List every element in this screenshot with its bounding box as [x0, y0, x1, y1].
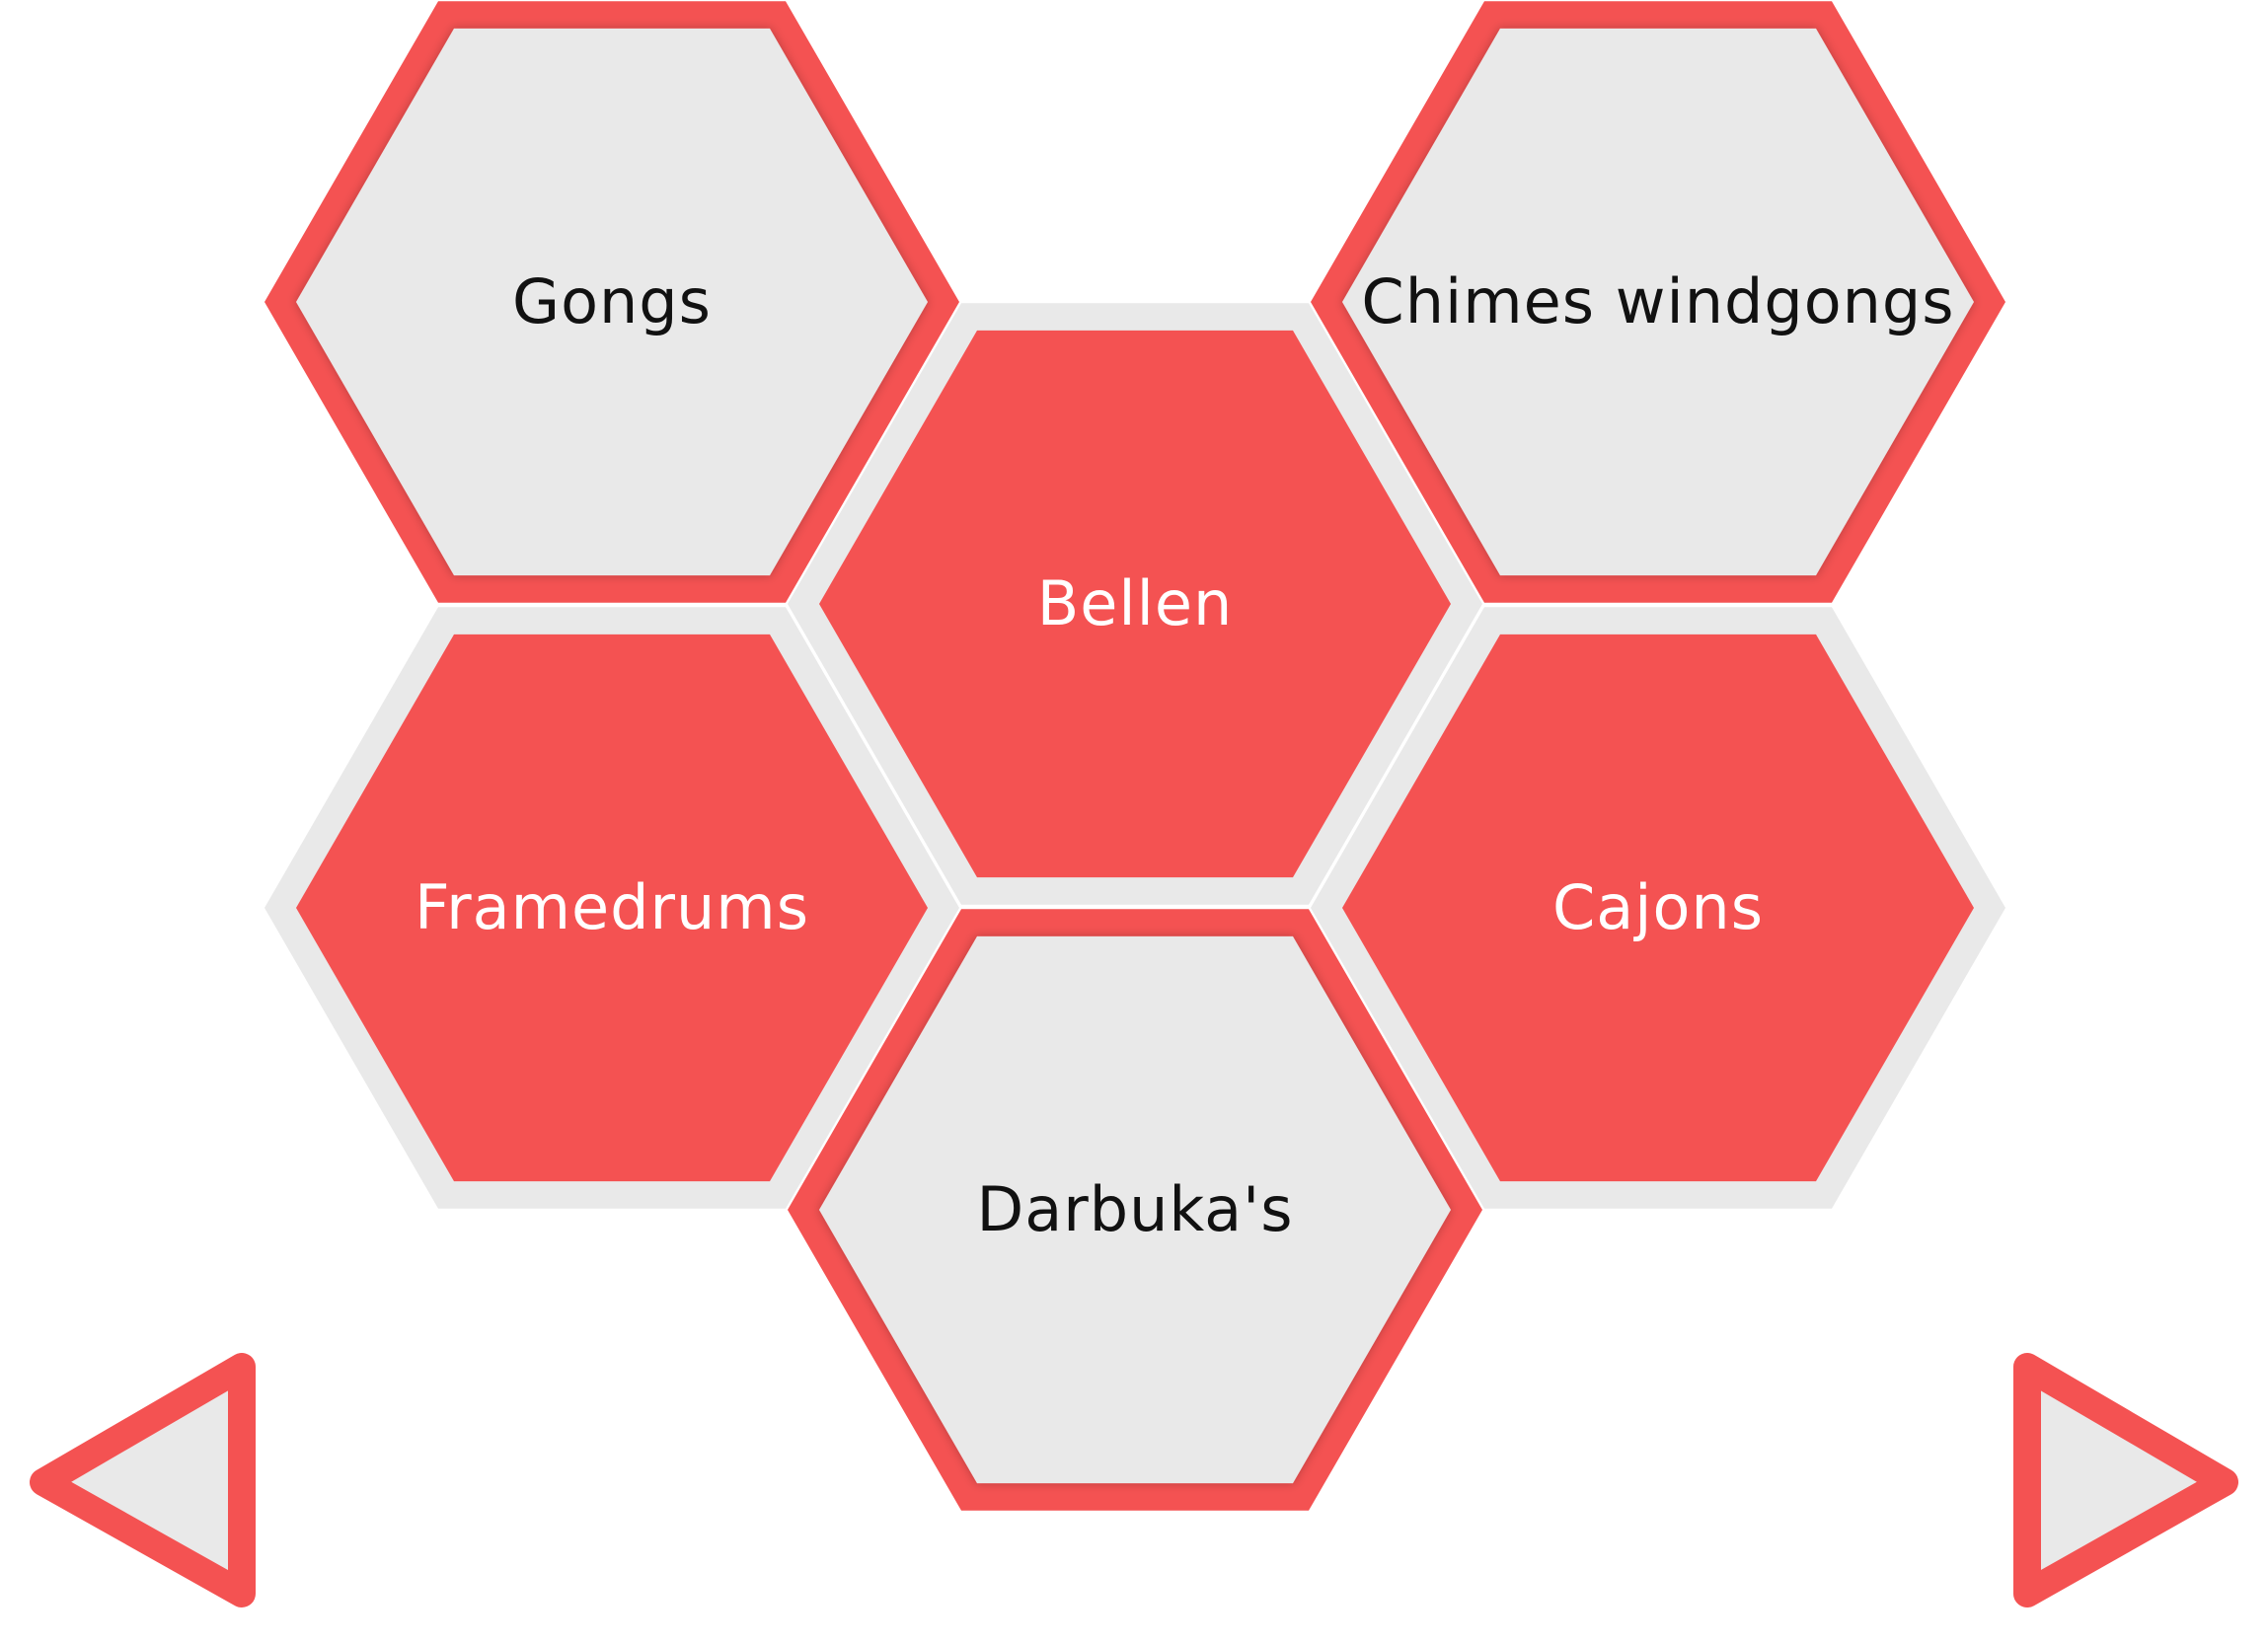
tile-cajons-face — [1342, 634, 1974, 1182]
tile-gongs[interactable]: Gongs — [265, 1, 959, 603]
tile-chimes-windgongs-label: Chimes windgongs — [1361, 265, 1954, 337]
triangle-right-icon — [2013, 1353, 2238, 1607]
tile-chimes-windgongs-face — [1342, 28, 1974, 576]
tile-darbukas[interactable]: Darbuka's — [788, 909, 1482, 1511]
tile-bellen[interactable]: Bellen — [788, 303, 1482, 905]
prev-button[interactable] — [30, 1353, 256, 1607]
triangle-left-icon — [30, 1353, 256, 1607]
tile-framedrums-face — [296, 634, 928, 1182]
tile-bellen-label: Bellen — [1037, 567, 1234, 639]
tile-cajons-label: Cajons — [1552, 871, 1764, 943]
tile-framedrums-label: Framedrums — [415, 871, 809, 943]
next-button[interactable] — [2013, 1353, 2238, 1607]
tile-gongs-label: Gongs — [512, 265, 712, 337]
tile-framedrums[interactable]: Framedrums — [265, 607, 959, 1209]
tile-cajons[interactable]: Cajons — [1311, 607, 2005, 1209]
tile-bellen-face — [819, 330, 1451, 878]
tile-darbukas-face — [819, 935, 1451, 1484]
tile-gongs-face — [296, 28, 928, 576]
tile-darbukas-label: Darbuka's — [976, 1173, 1293, 1245]
tile-chimes-windgongs[interactable]: Chimes windgongs — [1311, 1, 2005, 603]
